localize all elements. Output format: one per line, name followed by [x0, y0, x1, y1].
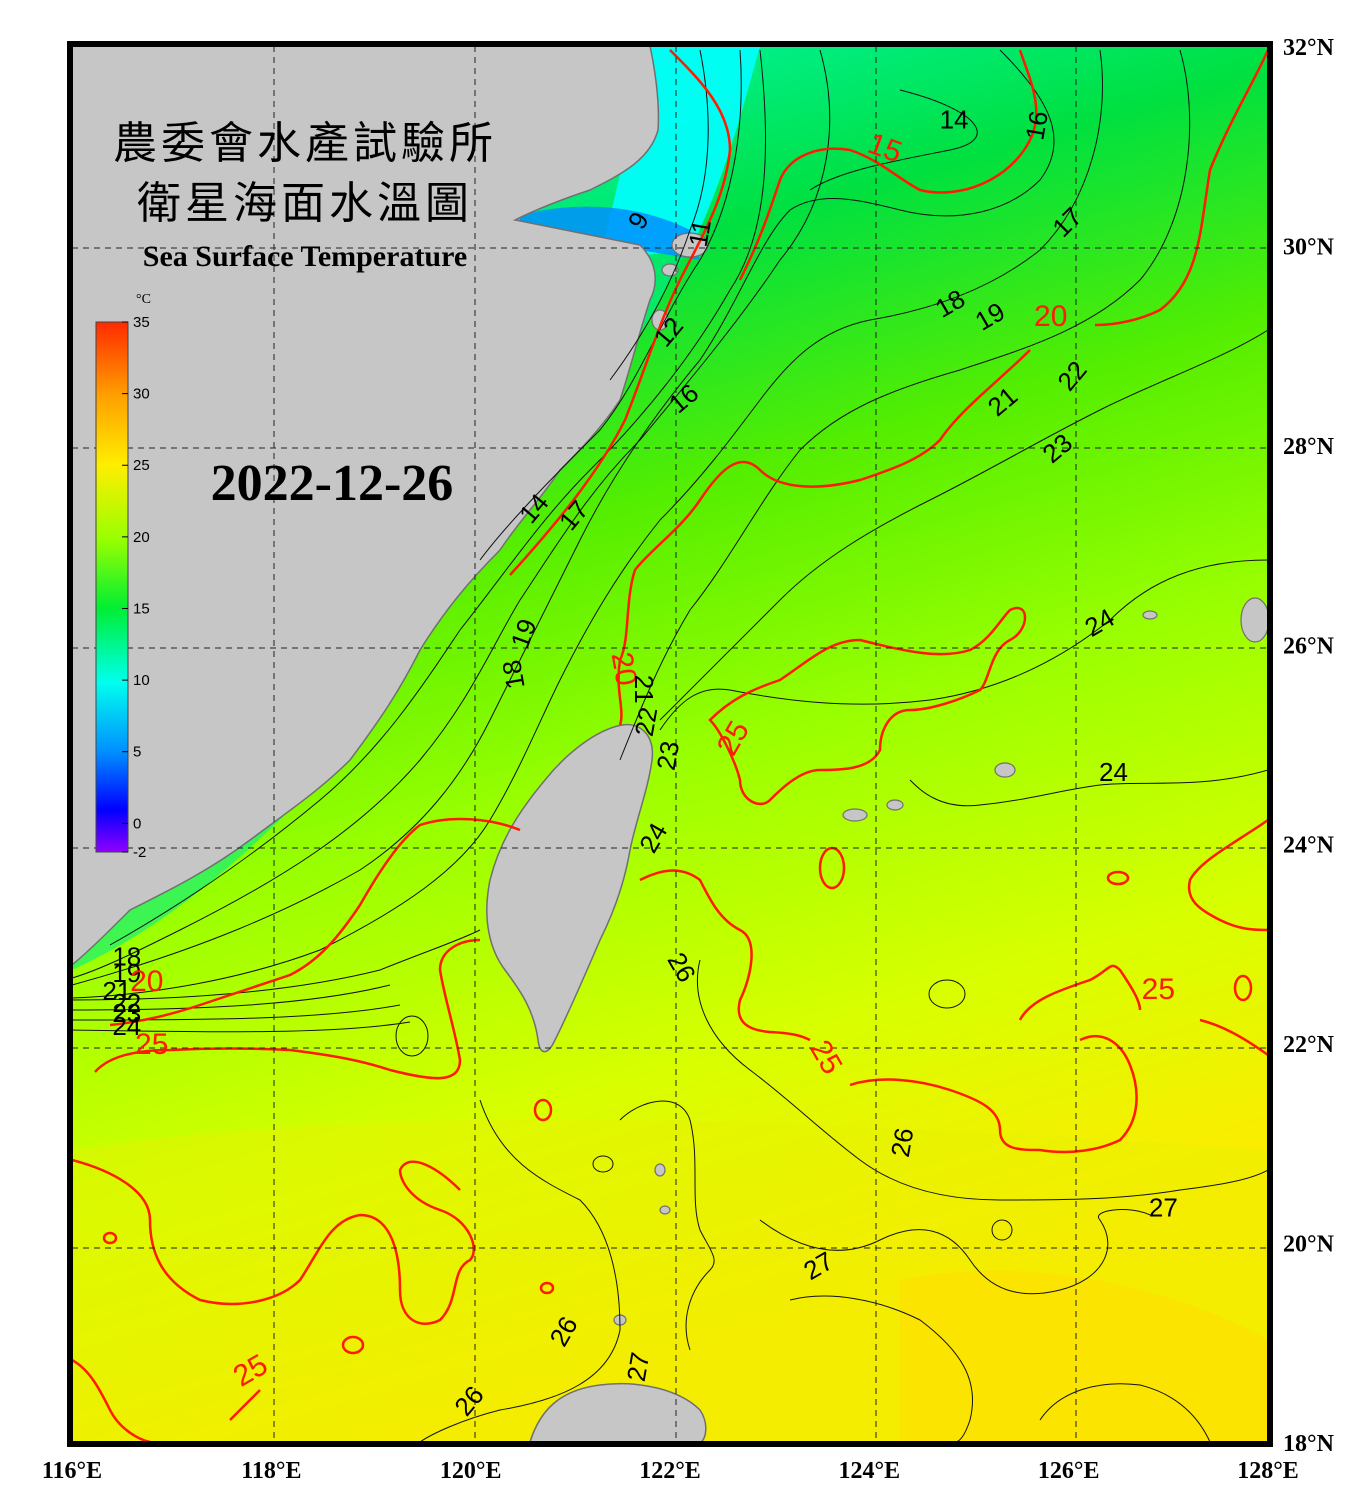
colorbar-tick-label: -2 [133, 844, 146, 861]
contour-label: 22 [629, 705, 664, 739]
colorbar-tick-label: 35 [133, 314, 150, 331]
contour-label: 26 [885, 1126, 920, 1160]
contour-label: 24 [1099, 757, 1128, 787]
contour-label: 14 [940, 105, 969, 135]
lat-label: 26°N [1283, 633, 1335, 659]
land-taiwan [486, 723, 654, 1053]
contour-label: 19 [112, 958, 141, 988]
colorbar-tick-label: 5 [133, 744, 141, 761]
colorbar-tick-label: 0 [133, 815, 141, 832]
lat-label: 32°N [1283, 35, 1335, 61]
colorbar-tick-label: 25 [133, 457, 150, 474]
colorbar-unit: °C [136, 292, 151, 307]
lat-label: 22°N [1283, 1032, 1335, 1058]
lon-label: 128°E [1237, 1458, 1299, 1484]
contour-label: 20 [605, 650, 643, 689]
colorbar-ticks: 35 30 25 20 15 10 5 0 -2 [122, 314, 150, 861]
colorbar: °C 35 30 25 20 15 10 5 0 -2 [95, 292, 151, 861]
title-line2: 衛星海面水溫圖 [137, 178, 473, 229]
colorbar-tick-label: 15 [133, 600, 150, 617]
hangzhou-bay-water [520, 206, 700, 260]
graticule [72, 46, 1268, 1442]
warmest-water [900, 1270, 1268, 1442]
isotherms-red [72, 49, 1268, 1442]
lat-label: 18°N [1283, 1431, 1335, 1457]
contour-label: 22 [112, 988, 141, 1018]
lon-label: 126°E [1038, 1458, 1100, 1484]
title-line1: 農委會水產試驗所 [113, 118, 497, 169]
contour-label: 25 [135, 1028, 168, 1061]
lat-label: 28°N [1283, 434, 1335, 460]
contour-label: 21 [629, 675, 659, 704]
contour-label: 23 [112, 998, 141, 1028]
lon-label: 118°E [241, 1458, 301, 1484]
contour-label: 16 [1019, 109, 1054, 143]
contour-label: 27 [621, 1350, 656, 1384]
lon-label: 120°E [440, 1458, 502, 1484]
lon-label: 122°E [639, 1458, 701, 1484]
lon-label: 116°E [42, 1458, 102, 1484]
map-frame [67, 41, 1273, 1447]
contour-label: 18 [112, 941, 141, 971]
contour-label: 23 [651, 739, 686, 773]
land-luzon [529, 1382, 707, 1442]
contour-label: 18 [496, 658, 531, 692]
isotherms-thin [72, 49, 1268, 1442]
contour-label: 27 [1149, 1193, 1178, 1223]
lat-label: 30°N [1283, 234, 1335, 260]
lat-label: 20°N [1283, 1232, 1335, 1258]
contour-label: 24 [112, 1011, 141, 1041]
longitude-labels: 116°E 118°E 120°E 122°E 124°E 126°E 128°E [42, 1458, 1299, 1484]
date-label: 2022-12-26 [211, 455, 454, 512]
contour-label: 25 [1142, 973, 1175, 1006]
small-islands [613, 232, 1268, 1326]
colorbar-tick-label: 20 [133, 529, 150, 546]
lon-label: 124°E [839, 1458, 901, 1484]
lat-label: 24°N [1283, 833, 1335, 859]
contour-label: 21 [102, 976, 131, 1006]
colorbar-tick-label: 10 [133, 672, 150, 689]
contour-label: 20 [130, 965, 163, 998]
subtitle: Sea Surface Temperature [143, 240, 467, 273]
latitude-labels: 32°N 30°N 28°N 26°N 24°N 22°N 20°N 18°N [1283, 35, 1335, 1457]
colorbar-tick-label: 30 [133, 386, 150, 403]
contour-label: 20 [1034, 300, 1067, 333]
colorbar-ramp [95, 321, 129, 853]
contour-label: 11 [683, 217, 717, 249]
